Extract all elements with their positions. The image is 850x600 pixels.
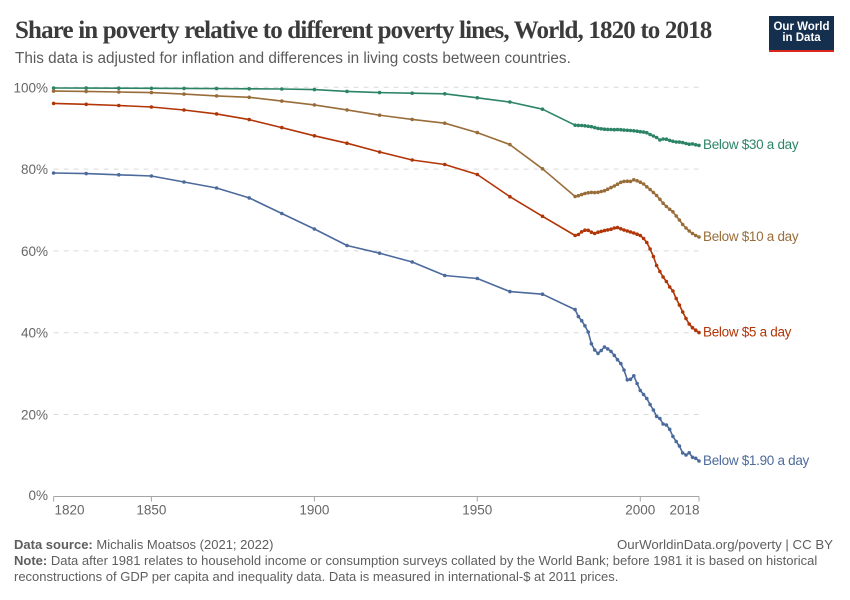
svg-text:Below $10 a day: Below $10 a day [703,229,799,244]
svg-text:2000: 2000 [625,503,655,518]
svg-text:1820: 1820 [55,503,85,518]
svg-text:100%: 100% [13,80,48,95]
svg-text:1950: 1950 [462,503,492,518]
svg-text:Below $30 a day: Below $30 a day [703,137,799,152]
svg-text:2018: 2018 [669,503,699,518]
svg-text:Below $1.90 a day: Below $1.90 a day [703,453,810,468]
svg-text:Below $5 a day: Below $5 a day [703,325,792,340]
svg-text:1850: 1850 [136,503,166,518]
svg-text:80%: 80% [21,162,48,177]
svg-text:20%: 20% [21,408,48,423]
svg-text:60%: 60% [21,244,48,259]
svg-text:0%: 0% [28,488,48,503]
svg-text:40%: 40% [21,326,48,341]
svg-text:1900: 1900 [299,503,329,518]
